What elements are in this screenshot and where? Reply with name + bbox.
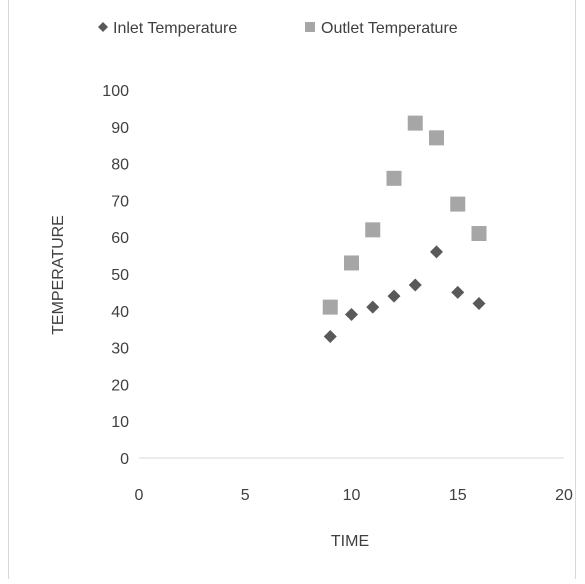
outlet-temperature-point [365, 222, 381, 238]
inlet-temperature-point [430, 245, 443, 259]
series-inlet-points [323, 245, 486, 344]
legend-label-outlet: Outlet Temperature [321, 20, 458, 37]
y-tick-label: 40 [111, 304, 129, 321]
legend-label-inlet: Inlet Temperature [113, 20, 237, 37]
x-tick-label: 5 [241, 487, 250, 504]
y-tick-label: 0 [120, 451, 129, 468]
y-tick-label: 100 [102, 83, 129, 100]
legend-square-marker [305, 22, 315, 32]
outlet-temperature-point [407, 115, 423, 131]
x-axis-title: TIME [331, 533, 369, 550]
y-tick-label: 60 [111, 230, 129, 247]
x-tick-labels: 0 5 10 15 20 [135, 487, 573, 504]
outlet-temperature-point [386, 170, 402, 186]
y-axis-title: TEMPERATURE [50, 215, 67, 335]
legend: Inlet Temperature Outlet Temperature [98, 20, 458, 37]
y-tick-label: 20 [111, 377, 129, 394]
x-tick-label: 0 [135, 487, 144, 504]
legend-item-outlet: Outlet Temperature [305, 20, 458, 37]
outlet-temperature-point [429, 130, 444, 146]
x-tick-label: 15 [449, 487, 467, 504]
inlet-temperature-point [345, 307, 358, 321]
inlet-temperature-point [408, 278, 422, 292]
y-tick-label: 90 [111, 120, 129, 137]
y-tick-label: 30 [111, 341, 129, 358]
outlet-temperature-point [450, 196, 466, 212]
outlet-temperature-point [471, 226, 487, 242]
y-tick-label: 10 [111, 414, 129, 431]
inlet-temperature-point [323, 330, 337, 344]
y-tick-label: 50 [111, 267, 129, 284]
y-tick-labels: 0 10 20 30 40 50 60 70 80 90 100 [102, 83, 129, 468]
inlet-temperature-point [451, 285, 465, 299]
chart-frame: Inlet Temperature Outlet Temperature TEM… [8, 0, 576, 579]
inlet-temperature-point [387, 289, 401, 303]
legend-diamond-marker [98, 22, 108, 32]
scatter-chart: Inlet Temperature Outlet Temperature TEM… [50, 20, 573, 550]
series-outlet-points [322, 115, 487, 315]
outlet-temperature-point [344, 255, 359, 271]
y-tick-label: 80 [111, 157, 129, 174]
x-tick-label: 20 [555, 487, 573, 504]
outlet-temperature-point [322, 299, 338, 315]
inlet-temperature-point [472, 296, 486, 310]
x-tick-label: 10 [343, 487, 361, 504]
inlet-temperature-point [366, 300, 380, 314]
y-tick-label: 70 [111, 193, 129, 210]
series-markers [322, 115, 487, 344]
legend-item-inlet: Inlet Temperature [98, 20, 237, 37]
